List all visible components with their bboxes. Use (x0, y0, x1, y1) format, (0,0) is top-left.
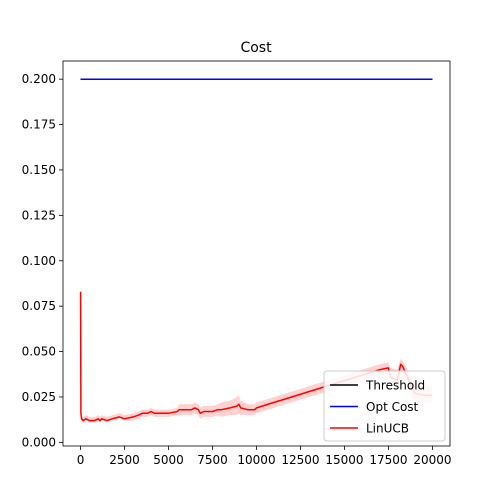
y-tick-label: 0.150 (22, 163, 56, 177)
y-tick-label: 0.175 (22, 118, 56, 132)
x-tick-label: 7500 (197, 453, 228, 467)
x-tick-label: 20000 (413, 453, 451, 467)
y-tick-label: 0.100 (22, 254, 56, 268)
x-tick-label: 2500 (109, 453, 140, 467)
legend-label-threshold: Threshold (365, 379, 425, 393)
x-tick-label: 10000 (237, 453, 275, 467)
y-tick-label: 0.025 (22, 390, 56, 404)
y-tick-label: 0.200 (22, 72, 56, 86)
legend: Threshold Opt Cost LinUCB (323, 370, 446, 442)
axes: 0 2500 5000 7500 10000 12500 15000 17500 20000 0.… (22, 60, 452, 467)
x-tick-label: 12500 (281, 453, 319, 467)
x-tick-label: 17500 (369, 453, 407, 467)
legend-box (323, 370, 446, 442)
x-tick-label: 15000 (325, 453, 363, 467)
y-tick-label: 0.000 (22, 435, 56, 449)
x-tick-label: 0 (77, 453, 85, 467)
legend-label-opt-cost: Opt Cost (366, 400, 419, 414)
x-tick-label: 5000 (153, 453, 184, 467)
chart-title: Cost (240, 40, 272, 56)
legend-label-linucb: LinUCB (366, 422, 409, 436)
y-tick-label: 0.125 (22, 208, 56, 222)
y-tick-label: 0.075 (22, 299, 56, 313)
y-tick-label: 0.050 (22, 345, 56, 359)
